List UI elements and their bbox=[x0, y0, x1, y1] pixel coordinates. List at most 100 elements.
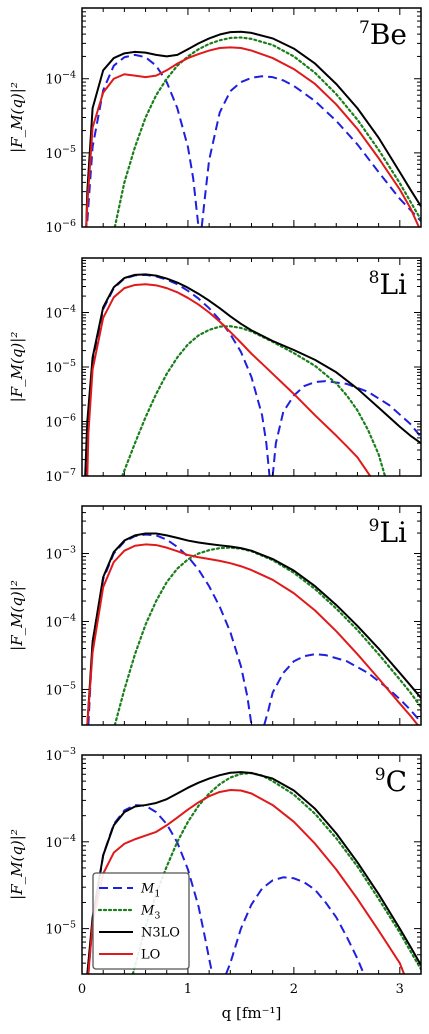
series-line-m1 bbox=[87, 533, 421, 725]
ytick-base: 10 bbox=[45, 147, 62, 162]
series-line-lo bbox=[87, 789, 405, 974]
ytick-exponent: −4 bbox=[62, 304, 76, 315]
ytick-label: 10−4 bbox=[45, 304, 76, 322]
ytick-exponent: −5 bbox=[62, 680, 76, 691]
plot-area bbox=[84, 273, 421, 476]
ytick-base: 10 bbox=[45, 470, 62, 485]
ytick-base: 10 bbox=[45, 615, 62, 630]
xtick-label: 0 bbox=[78, 982, 86, 997]
ytick-base: 10 bbox=[45, 749, 62, 764]
legend-label-base: M bbox=[140, 904, 155, 919]
ytick-exponent: −3 bbox=[62, 746, 76, 757]
ytick-base: 10 bbox=[45, 683, 62, 698]
ytick-exponent: −4 bbox=[62, 70, 76, 81]
nucleus-symbol: C bbox=[386, 765, 407, 798]
ytick-label: 10−6 bbox=[45, 218, 76, 236]
ytick-exponent: −6 bbox=[62, 413, 76, 424]
series-line-m3 bbox=[113, 546, 421, 725]
nucleus-label: 7Be bbox=[359, 18, 407, 51]
ytick-base: 10 bbox=[45, 923, 62, 938]
ytick-label: 10−3 bbox=[45, 746, 76, 764]
xtick-label: 2 bbox=[290, 982, 298, 997]
legend-label-text: LO bbox=[141, 948, 160, 963]
ytick-base: 10 bbox=[45, 416, 62, 431]
nucleus-mass-number: 7 bbox=[359, 18, 370, 38]
ytick-label: 10−5 bbox=[45, 920, 76, 938]
panel-9c: 10−510−410−30 1 2 3|F_M(q)|²q [fm⁻¹]9CM1M3N… bbox=[8, 746, 422, 1022]
y-axis-label: |F_M(q)|² bbox=[8, 829, 26, 900]
legend-label-m1: M1 bbox=[140, 882, 160, 900]
ytick-label: 10−4 bbox=[45, 70, 76, 88]
nucleus-label: 8Li bbox=[369, 268, 407, 301]
legend-label-text: N3LO bbox=[141, 926, 180, 941]
y-axis-label: |F_M(q)|² bbox=[8, 332, 26, 403]
y-axis-label: |F_M(q)|² bbox=[8, 82, 26, 153]
ytick-label: 10−3 bbox=[45, 545, 76, 563]
series-line-n3lo bbox=[85, 30, 421, 227]
ytick-exponent: −7 bbox=[62, 467, 76, 478]
ytick-exponent: −6 bbox=[62, 218, 76, 229]
ytick-label: 10−6 bbox=[45, 413, 76, 431]
ytick-base: 10 bbox=[45, 221, 62, 236]
x-axis-label: q [fm⁻¹] bbox=[222, 1004, 282, 1022]
series-line-m3 bbox=[113, 36, 421, 227]
ytick-label: 10−7 bbox=[45, 467, 76, 485]
ytick-base: 10 bbox=[45, 836, 62, 851]
ticks bbox=[81, 754, 422, 975]
series-line-lo bbox=[86, 283, 371, 476]
ytick-label: 10−5 bbox=[45, 680, 76, 698]
series-line-m1 bbox=[85, 273, 421, 476]
nucleus-mass-number: 8 bbox=[369, 268, 380, 288]
ytick-base: 10 bbox=[45, 307, 62, 322]
legend-label-base: M bbox=[140, 882, 155, 897]
ytick-exponent: −5 bbox=[62, 144, 76, 155]
series-line-lo bbox=[86, 543, 419, 725]
series-line-n3lo bbox=[86, 771, 421, 974]
axes-frame bbox=[81, 505, 422, 726]
xtick-label: 3 bbox=[396, 982, 404, 997]
ytick-label: 10−4 bbox=[45, 612, 76, 630]
series-line-m1 bbox=[86, 53, 421, 227]
nucleus-label: 9C bbox=[375, 765, 407, 798]
ytick-base: 10 bbox=[45, 548, 62, 563]
nucleus-mass-number: 9 bbox=[369, 516, 380, 536]
ytick-label: 10−4 bbox=[45, 833, 76, 851]
plot-area bbox=[85, 30, 421, 227]
ytick-exponent: −4 bbox=[62, 612, 76, 623]
series-line-lo bbox=[85, 46, 420, 227]
axes-frame bbox=[81, 257, 422, 477]
xtick-label: 1 bbox=[184, 982, 192, 997]
plot-area bbox=[86, 771, 421, 974]
plot-area bbox=[86, 532, 421, 725]
legend-label-m3: M3 bbox=[140, 904, 160, 922]
ytick-exponent: −3 bbox=[62, 545, 76, 556]
legend-label-subscript: 1 bbox=[154, 889, 160, 900]
ticks bbox=[81, 7, 422, 228]
legend-label-lo: LO bbox=[141, 948, 160, 963]
nucleus-symbol: Li bbox=[379, 268, 407, 301]
nucleus-mass-number: 9 bbox=[375, 765, 386, 785]
ticks bbox=[81, 257, 422, 477]
nucleus-label: 9Li bbox=[369, 516, 407, 549]
series-line-n3lo bbox=[86, 532, 421, 725]
ticks bbox=[81, 505, 422, 726]
ytick-exponent: −5 bbox=[62, 920, 76, 931]
series-line-m3 bbox=[121, 325, 387, 476]
nucleus-symbol: Li bbox=[379, 516, 407, 549]
ytick-label: 10−5 bbox=[45, 144, 76, 162]
ytick-exponent: −4 bbox=[62, 833, 76, 844]
ytick-base: 10 bbox=[45, 73, 62, 88]
legend-label-subscript: 3 bbox=[154, 911, 160, 922]
legend-label-n3lo: N3LO bbox=[141, 926, 180, 941]
ytick-base: 10 bbox=[45, 361, 62, 376]
ytick-label: 10−5 bbox=[45, 358, 76, 376]
y-axis-label: |F_M(q)|² bbox=[8, 580, 26, 651]
nucleus-symbol: Be bbox=[370, 18, 407, 51]
series-line-n3lo bbox=[84, 273, 421, 476]
ytick-exponent: −5 bbox=[62, 358, 76, 369]
